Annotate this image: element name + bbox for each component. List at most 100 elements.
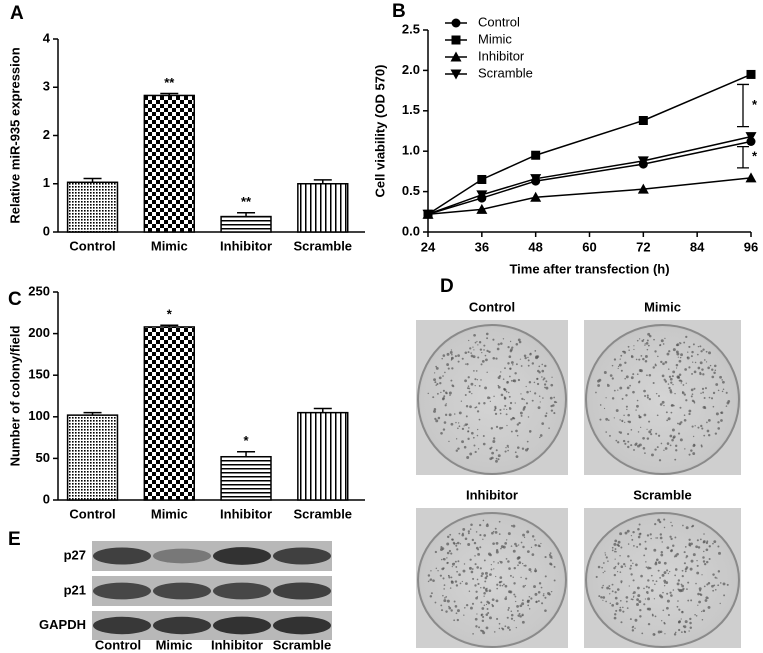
- colony: [492, 542, 495, 545]
- colony: [715, 383, 719, 386]
- colony: [639, 415, 642, 419]
- colony: [699, 538, 702, 541]
- colony: [627, 543, 630, 545]
- colony: [661, 620, 663, 622]
- colony: [678, 588, 681, 592]
- colony: [499, 560, 503, 564]
- colony: [476, 379, 479, 381]
- colony: [437, 570, 439, 572]
- colony: [717, 584, 720, 587]
- colony: [448, 391, 452, 395]
- colony: [662, 343, 665, 345]
- colony: [602, 599, 604, 601]
- colony: [632, 596, 635, 598]
- x-tick-label: 72: [636, 239, 650, 254]
- colony: [668, 386, 671, 390]
- colony: [632, 562, 634, 565]
- colony: [641, 339, 644, 343]
- colony: [500, 342, 503, 345]
- colony: [678, 359, 682, 363]
- colony: [454, 355, 457, 358]
- colony: [663, 449, 665, 451]
- colony: [660, 553, 664, 557]
- colony: [494, 527, 497, 530]
- colony: [509, 590, 513, 594]
- colony: [483, 344, 486, 347]
- colony: [439, 574, 442, 577]
- colony: [468, 427, 470, 429]
- colony: [536, 382, 540, 386]
- colony: [627, 413, 630, 417]
- colony: [697, 426, 700, 429]
- colony: [636, 598, 639, 602]
- colony: [647, 332, 651, 336]
- colony: [471, 431, 474, 435]
- colony: [618, 608, 622, 612]
- colony: [474, 555, 476, 557]
- colony: [469, 606, 473, 610]
- marker: [637, 183, 649, 194]
- colony: [704, 599, 708, 602]
- colony: [538, 365, 541, 368]
- colony: [674, 554, 678, 558]
- colony: [625, 596, 629, 599]
- colony: [435, 567, 438, 570]
- colony: [434, 417, 437, 420]
- colony: [484, 571, 488, 575]
- colony: [544, 414, 548, 418]
- colony: [527, 364, 530, 367]
- colony: [670, 537, 673, 541]
- colony: [432, 396, 435, 399]
- colony: [675, 449, 678, 452]
- colony: [646, 348, 649, 351]
- colony: [469, 528, 472, 530]
- colony: [464, 351, 468, 355]
- colony: [479, 546, 482, 549]
- colony: [519, 604, 523, 608]
- colony: [482, 538, 484, 541]
- colony: [709, 364, 712, 367]
- colony: [473, 541, 477, 545]
- colony: [698, 587, 702, 591]
- colony: [510, 525, 513, 527]
- colony: [455, 449, 459, 452]
- colony: [664, 447, 668, 450]
- colony: [498, 581, 502, 584]
- colony: [468, 590, 471, 593]
- marker: [531, 150, 541, 160]
- colony: [467, 376, 470, 379]
- colony: [471, 602, 475, 605]
- colony: [620, 354, 623, 357]
- colony: [477, 448, 480, 450]
- x-tick-label: Inhibitor: [220, 506, 272, 521]
- colony: [461, 533, 465, 537]
- colony: [504, 597, 508, 601]
- colony: [682, 524, 684, 527]
- colony: [634, 627, 636, 630]
- colony: [483, 402, 486, 405]
- colony: [697, 546, 701, 549]
- colony: [513, 620, 515, 622]
- colony: [443, 584, 446, 587]
- colony: [515, 363, 518, 366]
- colony: [522, 407, 525, 410]
- colony: [609, 602, 611, 605]
- colony: [538, 545, 541, 548]
- blot-band: [273, 616, 331, 635]
- colony: [706, 421, 708, 424]
- colony: [695, 545, 699, 549]
- colony: [648, 334, 652, 338]
- marker: [451, 18, 461, 28]
- colony: [680, 421, 683, 424]
- colony: [659, 577, 661, 579]
- colony: [641, 632, 644, 635]
- colony: [443, 588, 445, 590]
- colony: [517, 614, 520, 617]
- colony: [434, 550, 438, 554]
- colony: [605, 600, 607, 603]
- colony: [703, 562, 707, 566]
- colony: [543, 377, 546, 380]
- colony: [456, 618, 460, 622]
- colony: [674, 458, 677, 461]
